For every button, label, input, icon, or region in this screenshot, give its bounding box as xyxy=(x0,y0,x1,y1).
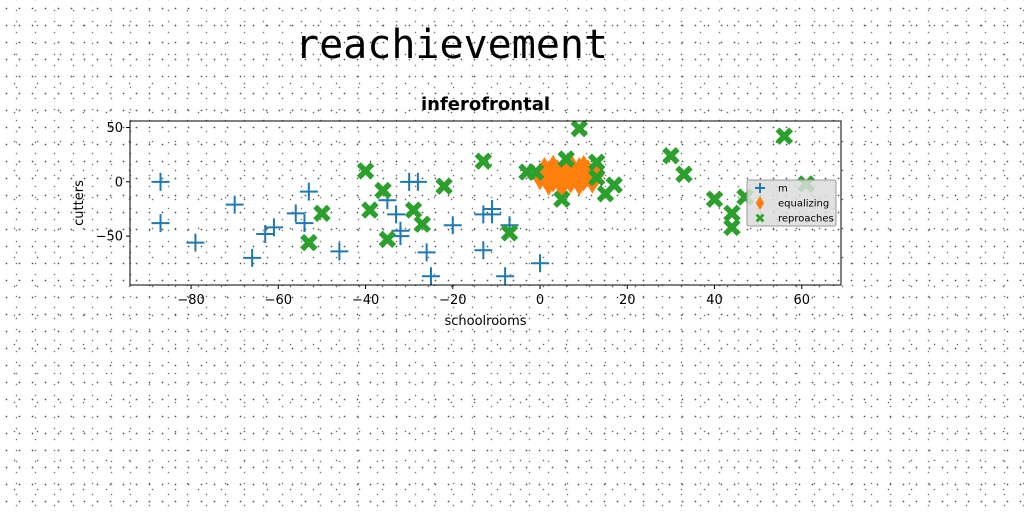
y-tick-label: 0 xyxy=(115,175,123,190)
data-point xyxy=(378,230,397,249)
data-point xyxy=(723,204,741,223)
data-point xyxy=(404,201,423,219)
legend-item: m xyxy=(755,183,788,195)
x-tick-label: 40 xyxy=(706,293,723,308)
data-point xyxy=(526,163,545,181)
data-point xyxy=(557,150,575,168)
legend-label: m xyxy=(778,184,788,195)
x-tick-label: 20 xyxy=(619,293,636,308)
data-point xyxy=(417,243,436,262)
x-tick-label: 60 xyxy=(793,293,810,308)
data-point xyxy=(588,153,606,171)
data-point xyxy=(662,147,680,165)
x-axis: −80 −60 −40 −20 0 20 40 60 xyxy=(177,285,810,308)
data-point xyxy=(500,224,519,242)
chart-title: inferofrontal xyxy=(421,94,550,115)
legend-marker xyxy=(755,183,765,193)
data-point xyxy=(723,218,741,237)
data-point xyxy=(570,121,589,138)
data-point xyxy=(408,172,427,191)
x-tick-label: −40 xyxy=(352,293,379,308)
y-axis-label: cutters xyxy=(72,180,87,226)
data-point xyxy=(474,241,493,260)
data-point xyxy=(330,242,349,261)
data-point xyxy=(553,190,571,208)
y-axis: 50 0 −50 xyxy=(96,121,130,245)
series-m xyxy=(151,172,550,285)
legend-item: equalizing xyxy=(755,196,829,210)
data-point xyxy=(356,162,375,180)
page-title: reachievement xyxy=(295,22,609,68)
data-point xyxy=(286,204,305,223)
legend-label: equalizing xyxy=(778,199,829,210)
x-tick-label: −60 xyxy=(265,293,292,308)
y-tick-label: −50 xyxy=(96,230,123,245)
legend-label: reproaches xyxy=(778,214,834,225)
legend-box xyxy=(746,179,837,227)
y-tick-label: 50 xyxy=(106,121,123,136)
data-point xyxy=(435,177,453,195)
data-point xyxy=(299,182,318,201)
data-point xyxy=(264,218,283,237)
data-point xyxy=(705,190,724,208)
data-point xyxy=(300,233,318,252)
x-tick-label: 0 xyxy=(536,293,544,308)
x-axis-label: schoolrooms xyxy=(444,314,526,329)
legend-item: reproaches xyxy=(755,213,834,225)
data-point xyxy=(605,176,623,194)
data-point xyxy=(531,254,550,273)
data-point xyxy=(151,214,170,233)
series-reproaches xyxy=(300,121,815,252)
data-point xyxy=(374,181,392,200)
data-point xyxy=(151,172,170,191)
data-point xyxy=(225,195,244,214)
data-point xyxy=(675,165,693,183)
data-point xyxy=(483,205,502,224)
x-tick-label: −20 xyxy=(439,293,466,308)
x-tick-label: −80 xyxy=(177,293,204,308)
data-point xyxy=(588,168,606,187)
data-point xyxy=(186,233,205,252)
legend-marker xyxy=(755,196,765,210)
data-point xyxy=(243,248,262,267)
data-point xyxy=(295,214,314,233)
data-point xyxy=(496,267,515,285)
data-point xyxy=(474,152,493,170)
data-point xyxy=(421,267,440,285)
data-point xyxy=(443,216,462,235)
plot-frame xyxy=(129,120,842,286)
data-point xyxy=(387,205,406,224)
data-point xyxy=(775,127,794,145)
legend: m equalizing reproaches xyxy=(746,179,837,227)
data-point xyxy=(313,204,331,223)
plot-area xyxy=(151,121,815,285)
data-point xyxy=(361,201,379,219)
legend-marker xyxy=(755,213,765,223)
data-point xyxy=(413,215,431,233)
